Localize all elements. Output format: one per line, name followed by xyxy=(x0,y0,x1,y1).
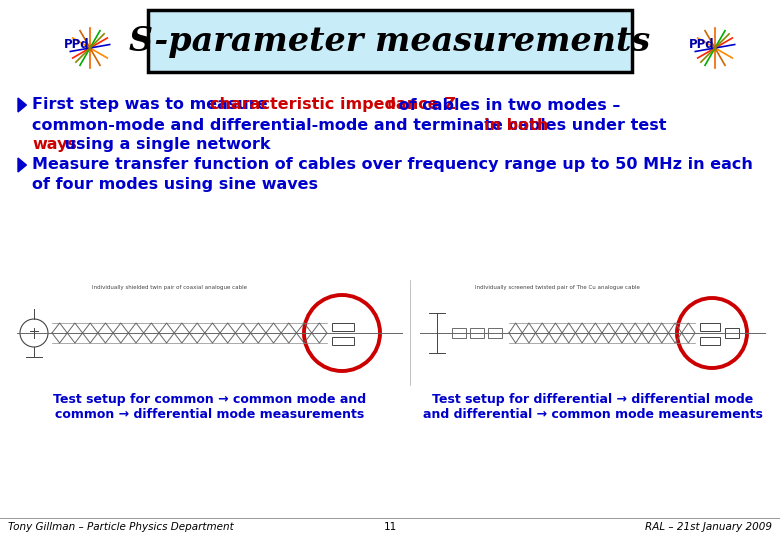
FancyBboxPatch shape xyxy=(452,328,466,338)
Text: PPd: PPd xyxy=(64,37,90,51)
Polygon shape xyxy=(18,98,27,112)
Text: Test setup for differential → differential mode
and differential → common mode m: Test setup for differential → differenti… xyxy=(423,393,762,421)
FancyBboxPatch shape xyxy=(470,328,484,338)
FancyBboxPatch shape xyxy=(488,328,502,338)
Text: Individually screened twisted pair of The Cu analogue cable: Individually screened twisted pair of Th… xyxy=(475,285,640,290)
Text: common-mode and differential-mode and terminate cables under test: common-mode and differential-mode and te… xyxy=(32,118,672,132)
Text: of cables in two modes –: of cables in two modes – xyxy=(393,98,620,112)
FancyBboxPatch shape xyxy=(332,323,354,331)
Text: in both: in both xyxy=(484,118,548,132)
FancyBboxPatch shape xyxy=(148,10,632,72)
Polygon shape xyxy=(18,158,27,172)
Text: Individually shielded twin pair of coaxial analogue cable: Individually shielded twin pair of coaxi… xyxy=(92,285,247,290)
Text: ways: ways xyxy=(32,138,77,152)
FancyBboxPatch shape xyxy=(700,323,720,331)
FancyBboxPatch shape xyxy=(332,337,354,345)
Text: Tony Gillman – Particle Physics Department: Tony Gillman – Particle Physics Departme… xyxy=(8,522,234,532)
Text: 11: 11 xyxy=(384,522,396,532)
Text: 0: 0 xyxy=(388,100,395,110)
Text: Test setup for common → common mode and
common → differential mode measurements: Test setup for common → common mode and … xyxy=(53,393,366,421)
Text: characteristic impedance Z: characteristic impedance Z xyxy=(210,98,456,112)
Text: Measure transfer function of cables over frequency range up to 50 MHz in each: Measure transfer function of cables over… xyxy=(32,158,753,172)
FancyBboxPatch shape xyxy=(700,337,720,345)
Text: First step was to measure: First step was to measure xyxy=(32,98,273,112)
Text: using a single network: using a single network xyxy=(59,138,271,152)
Text: S-parameter measurements: S-parameter measurements xyxy=(129,24,651,57)
Text: PPd: PPd xyxy=(689,37,714,51)
Text: RAL – 21st January 2009: RAL – 21st January 2009 xyxy=(645,522,772,532)
Text: of four modes using sine waves: of four modes using sine waves xyxy=(32,178,318,192)
FancyBboxPatch shape xyxy=(725,328,739,338)
